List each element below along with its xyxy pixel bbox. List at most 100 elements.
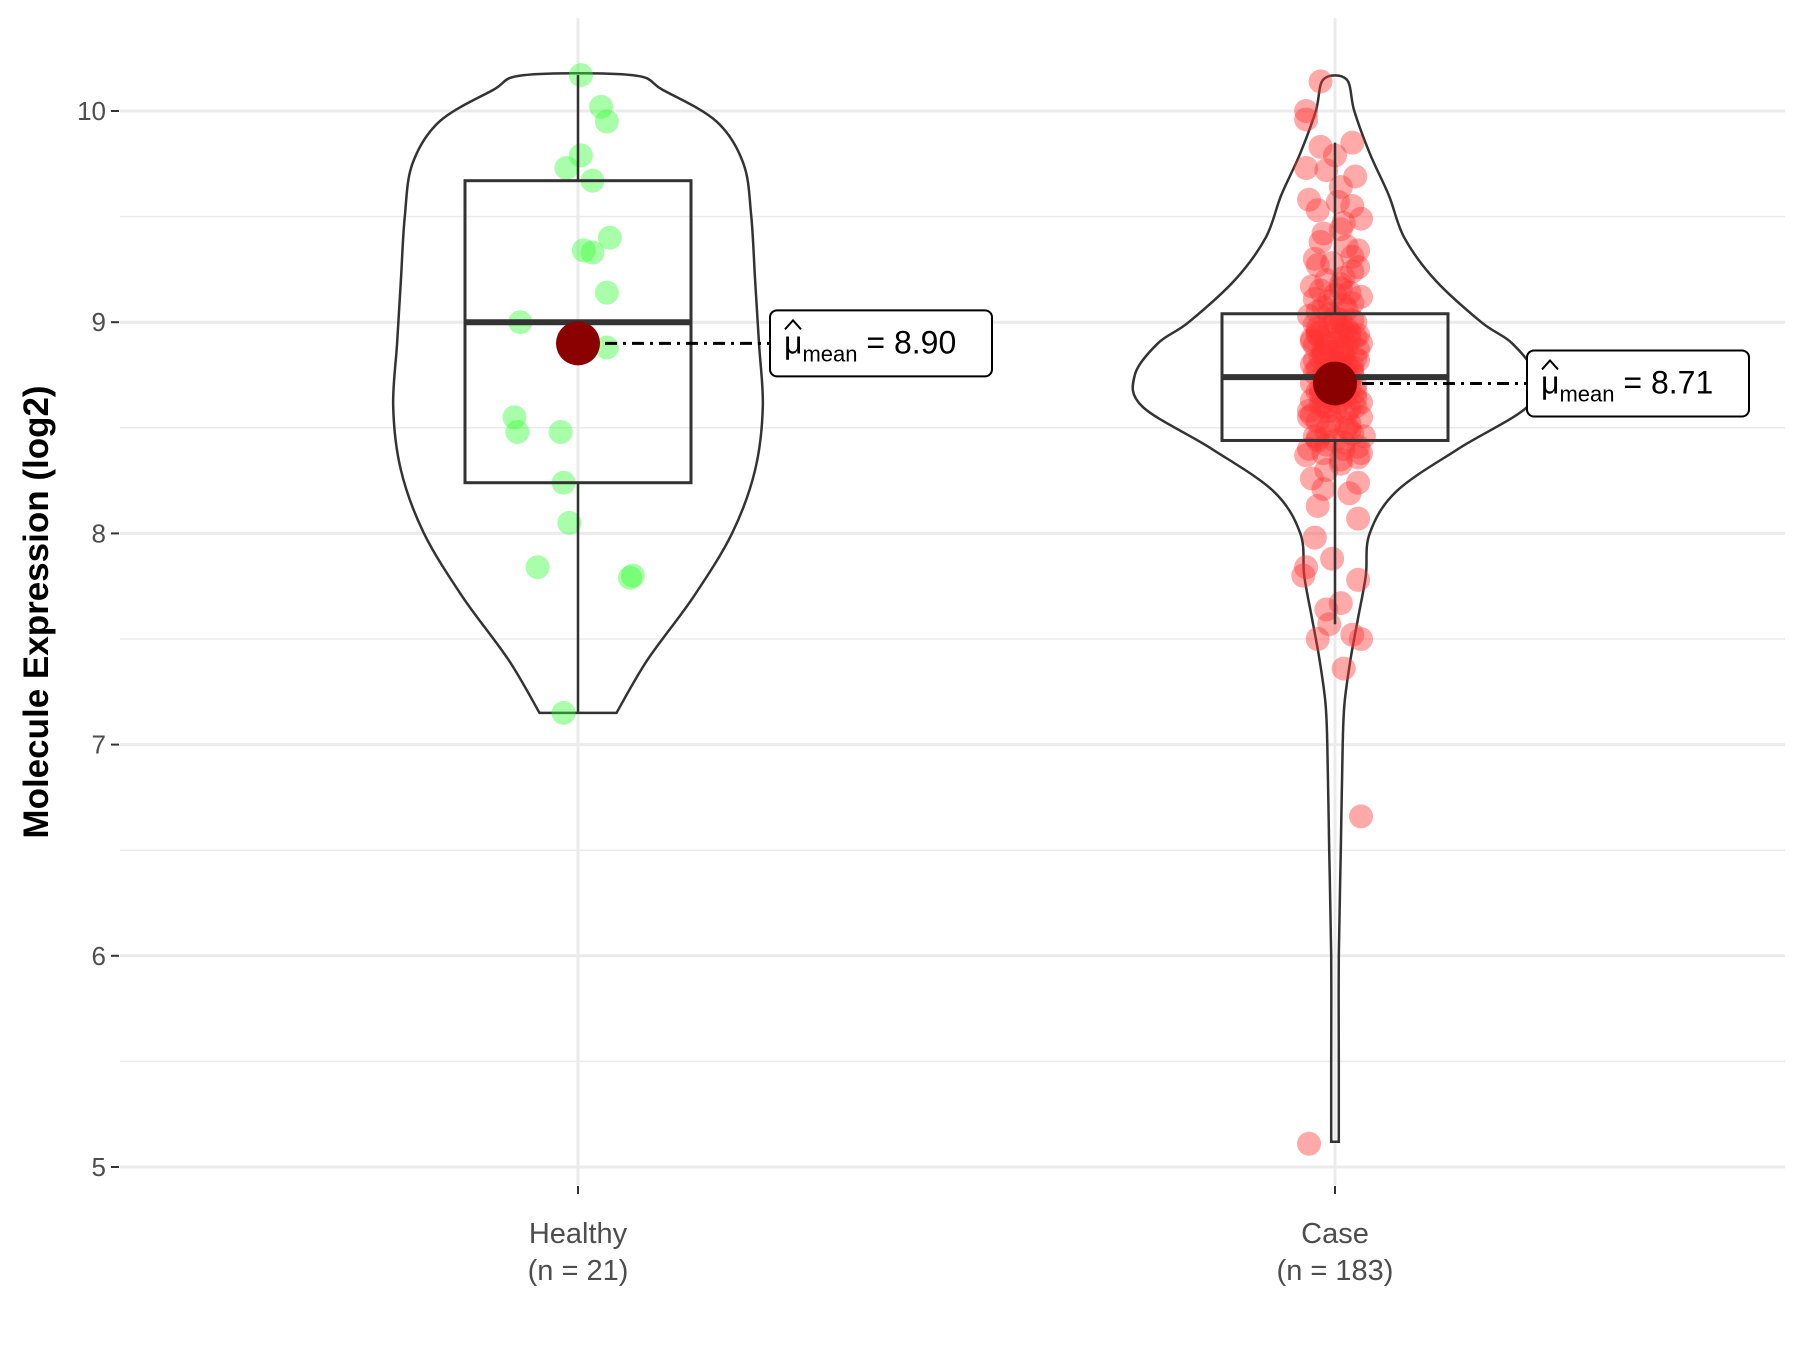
- mean-point: [556, 321, 600, 366]
- data-point: [1325, 339, 1350, 364]
- data-point: [1337, 320, 1362, 345]
- data-point: [551, 700, 576, 725]
- data-point: [548, 420, 573, 445]
- data-point: [1297, 187, 1322, 212]
- data-point: [1308, 229, 1333, 254]
- data-point: [594, 335, 619, 360]
- data-point: [1299, 403, 1324, 428]
- data-point: [1311, 477, 1336, 502]
- data-point: [1346, 567, 1371, 592]
- y-tick-label: 5: [92, 1152, 106, 1182]
- data-point: [1346, 238, 1371, 263]
- data-point: [1311, 295, 1336, 320]
- violin-outline: [391, 71, 765, 715]
- data-point: [1299, 329, 1324, 354]
- data-point: [1337, 481, 1362, 506]
- y-tick-label: 7: [92, 730, 106, 760]
- data-point: [1348, 331, 1373, 356]
- data-point: [594, 109, 619, 134]
- data-point: [1334, 415, 1359, 440]
- data-point: [1325, 329, 1350, 354]
- data-point: [1328, 217, 1353, 242]
- data-point: [1346, 445, 1371, 470]
- data-point: [1305, 316, 1330, 341]
- data-point: [1334, 335, 1359, 360]
- data-point: [1334, 401, 1359, 426]
- y-tick-label: 10: [77, 96, 106, 126]
- data-point: [1331, 265, 1356, 290]
- y-tick-label: 6: [92, 941, 106, 971]
- x-category-label: Case: [1301, 1218, 1369, 1250]
- data-point: [1308, 134, 1333, 159]
- data-point: [597, 225, 622, 250]
- data-point: [505, 420, 530, 445]
- grid-layer: [120, 18, 1785, 1185]
- data-point: [1348, 284, 1373, 309]
- data-point: [1351, 424, 1376, 449]
- data-point: [1302, 246, 1327, 271]
- data-point: [1314, 432, 1339, 457]
- data-point: [1305, 627, 1330, 651]
- data-point: [1291, 563, 1316, 588]
- data-point: [1294, 99, 1319, 123]
- data-point: [1314, 458, 1339, 483]
- data-point: [1348, 441, 1373, 466]
- data-point: [1305, 493, 1330, 518]
- box-iqr: [463, 179, 693, 485]
- data-point: [1346, 255, 1371, 280]
- data-point: [1337, 417, 1362, 442]
- data-point: [502, 405, 527, 430]
- data-point: [1297, 1131, 1322, 1156]
- data-point: [1331, 430, 1356, 455]
- data-point: [1314, 267, 1339, 292]
- violin-outline: [1131, 74, 1539, 1143]
- data-point: [1305, 322, 1330, 347]
- data-point: [1343, 324, 1368, 349]
- data-point: [557, 510, 582, 535]
- data-point: [1348, 627, 1373, 651]
- mean-hat-symbol: [1541, 358, 1559, 371]
- data-point: [1302, 525, 1327, 550]
- data-point: [1348, 804, 1373, 829]
- data-point: [1340, 194, 1365, 219]
- data-point: [1346, 337, 1371, 362]
- data-point: [1314, 333, 1339, 358]
- data-point: [617, 565, 642, 590]
- data-point: [1346, 506, 1371, 531]
- data-point: [1331, 210, 1356, 235]
- y-axis-title: Molecule Expression (log2): [17, 385, 56, 838]
- data-point: [1337, 411, 1362, 436]
- data-point: [1325, 316, 1350, 341]
- data-point: [1320, 251, 1345, 276]
- data-point: [1302, 424, 1327, 449]
- data-point: [1305, 299, 1330, 324]
- data-point: [1328, 322, 1353, 347]
- data-point: [1334, 234, 1359, 259]
- data-point: [1302, 348, 1327, 373]
- data-point: [1331, 318, 1356, 343]
- data-point: [1317, 413, 1342, 438]
- data-point: [1320, 409, 1345, 434]
- data-point: [1302, 312, 1327, 337]
- data-point: [571, 238, 596, 263]
- data-point: [1314, 331, 1339, 356]
- data-point: [1311, 337, 1336, 362]
- data-point: [1348, 405, 1373, 430]
- data-point: [1305, 198, 1330, 223]
- data-point: [1328, 335, 1353, 360]
- mean-point: [1313, 361, 1357, 406]
- data-point: [1320, 546, 1345, 571]
- data-point: [594, 280, 619, 305]
- data-point: [1346, 348, 1371, 373]
- data-point: [1340, 622, 1365, 647]
- data-point: [1311, 341, 1336, 366]
- data-point: [1294, 443, 1319, 468]
- data-point: [1314, 158, 1339, 183]
- mean-label-box: [769, 309, 993, 378]
- data-point: [1334, 316, 1359, 341]
- data-point: [1305, 426, 1330, 451]
- data-point: [1294, 555, 1319, 580]
- data-point: [1323, 305, 1347, 330]
- y-tick-label: 8: [92, 518, 106, 548]
- data-point: [1343, 394, 1368, 419]
